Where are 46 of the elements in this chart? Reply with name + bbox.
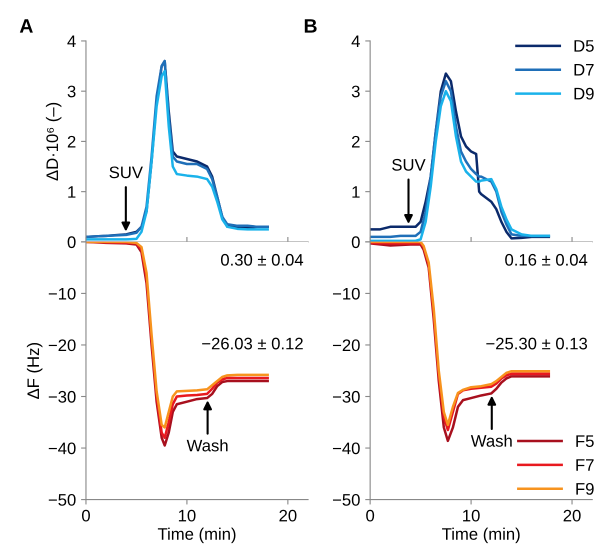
- y-tick-label: 2: [68, 136, 76, 148]
- x-tick-label: 0: [82, 510, 90, 522]
- x-axis-title: Time (min): [158, 528, 236, 544]
- y-tick-label: 0: [68, 236, 76, 248]
- x-tick-label: 20: [279, 510, 296, 522]
- y-tick-label: −10: [332, 288, 360, 300]
- legend-label: F5: [576, 435, 594, 448]
- x-tick-label: 0: [366, 510, 374, 522]
- y-tick-label: −10: [48, 288, 76, 300]
- y-tick-label: −50: [48, 494, 76, 506]
- x-tick-label: 10: [463, 510, 480, 522]
- y-tick-label: 0: [352, 236, 360, 248]
- y-tick-label: −20: [332, 339, 360, 352]
- x-tick-label: 10: [178, 510, 196, 522]
- annotation: SUV: [392, 158, 426, 171]
- x-tick-label: 20: [564, 510, 581, 522]
- y-tick-label: 3: [68, 86, 76, 98]
- x-axis-title: Time (min): [442, 528, 520, 544]
- legend-label: F7: [576, 459, 594, 471]
- y-tick-label: −40: [332, 442, 360, 454]
- y-tick-label: −40: [48, 442, 76, 454]
- annotation: −26.03 ± 0.12: [202, 338, 303, 350]
- y-tick-label: 1: [352, 186, 360, 198]
- annotation: 0.16 ± 0.04: [505, 254, 588, 266]
- annotation: Wash: [186, 439, 228, 452]
- y-tick-label: −30: [48, 390, 76, 403]
- annotation: SUV: [109, 166, 143, 178]
- legend-label: D5: [574, 40, 594, 52]
- y-tick-label: 3: [352, 86, 360, 98]
- legend-label: D7: [574, 64, 594, 76]
- annotation: Wash: [470, 434, 512, 447]
- y-tick-label: 4: [67, 36, 76, 47]
- y-tick-label: −30: [332, 390, 360, 403]
- y-tick-label: 1: [68, 186, 76, 198]
- y-axis-title: ΔD·10⁶ (–): [46, 102, 62, 180]
- annotation: −25.30 ± 0.13: [486, 338, 588, 350]
- legend-label: D9: [574, 88, 594, 100]
- y-tick-label: −50: [332, 494, 360, 506]
- y-tick-label: 4: [352, 36, 360, 47]
- y-axis-title: ΔF (Hz): [26, 343, 42, 399]
- annotation: 0.30 ± 0.04: [220, 254, 304, 266]
- y-tick-label: 2: [352, 136, 360, 148]
- legend-label: F9: [576, 482, 594, 495]
- chart-title: B: [304, 19, 317, 33]
- chart-title: A: [20, 19, 33, 33]
- y-tick-label: −20: [48, 339, 76, 352]
